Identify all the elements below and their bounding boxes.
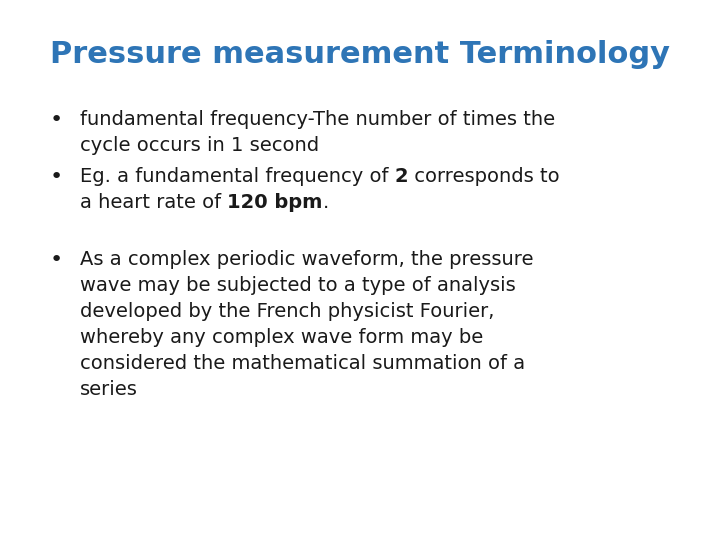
Text: fundamental frequency-The number of times the: fundamental frequency-The number of time… bbox=[80, 110, 555, 129]
Text: whereby any complex wave form may be: whereby any complex wave form may be bbox=[80, 328, 483, 347]
Text: •: • bbox=[50, 110, 63, 130]
Text: •: • bbox=[50, 167, 63, 187]
Text: developed by the French physicist Fourier,: developed by the French physicist Fourie… bbox=[80, 302, 495, 321]
Text: 120 bpm: 120 bpm bbox=[228, 193, 323, 212]
Text: 2: 2 bbox=[395, 167, 408, 186]
Text: cycle occurs in 1 second: cycle occurs in 1 second bbox=[80, 136, 319, 155]
Text: series: series bbox=[80, 380, 138, 400]
Text: Eg. a fundamental frequency of: Eg. a fundamental frequency of bbox=[80, 167, 395, 186]
Text: .: . bbox=[323, 193, 329, 212]
Text: considered the mathematical summation of a: considered the mathematical summation of… bbox=[80, 354, 525, 373]
Text: corresponds to: corresponds to bbox=[408, 167, 560, 186]
Text: Pressure measurement Terminology: Pressure measurement Terminology bbox=[50, 40, 670, 69]
Text: •: • bbox=[50, 251, 63, 271]
Text: a heart rate of: a heart rate of bbox=[80, 193, 228, 212]
Text: wave may be subjected to a type of analysis: wave may be subjected to a type of analy… bbox=[80, 276, 516, 295]
Text: As a complex periodic waveform, the pressure: As a complex periodic waveform, the pres… bbox=[80, 251, 534, 269]
